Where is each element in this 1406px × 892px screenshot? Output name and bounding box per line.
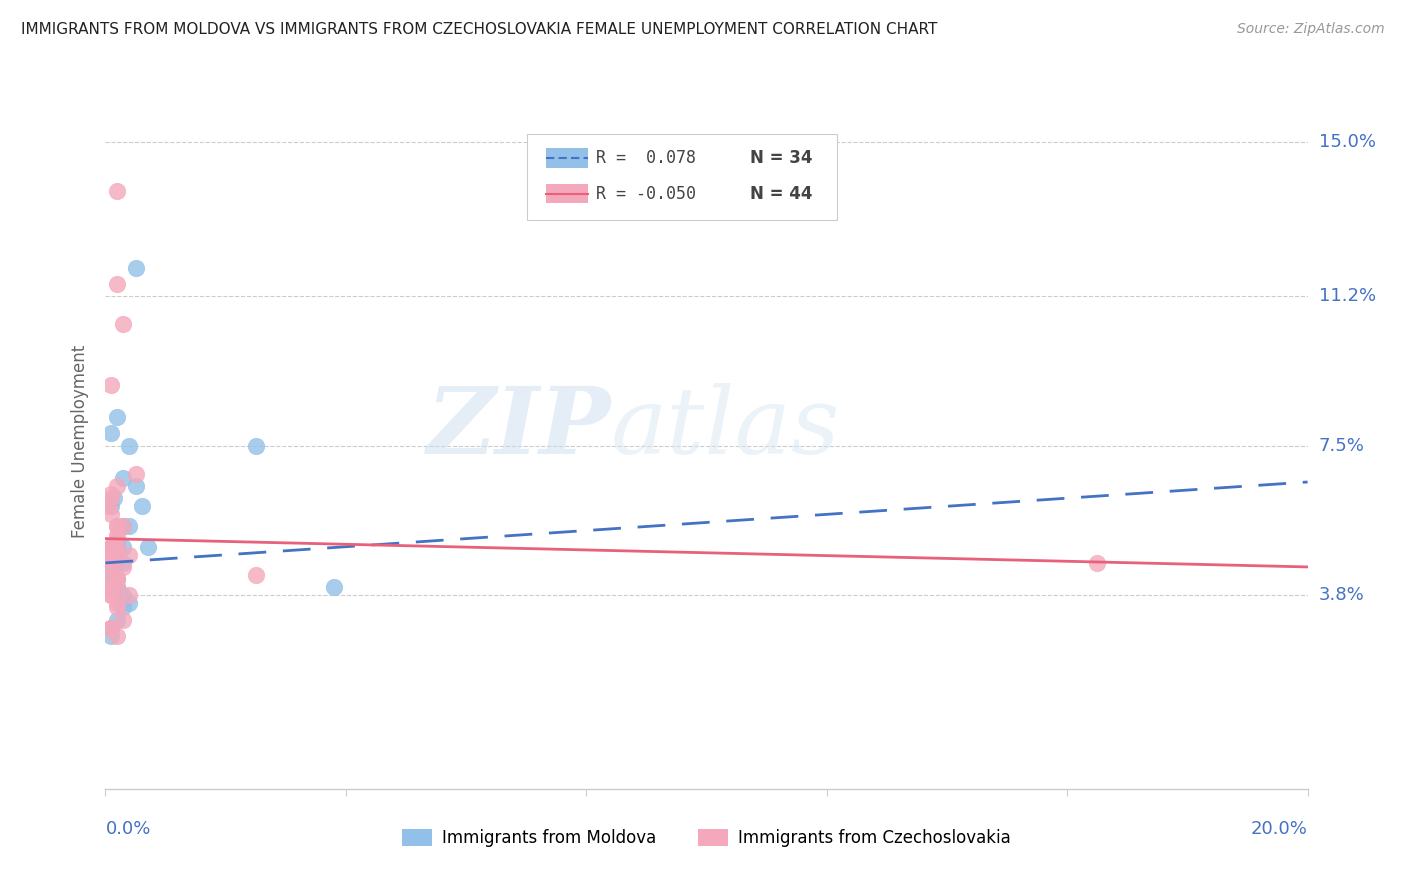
Point xyxy=(100,629,122,643)
Point xyxy=(100,540,122,554)
Point xyxy=(124,260,146,275)
Point xyxy=(107,535,129,549)
Point xyxy=(100,552,122,566)
Point xyxy=(112,519,135,533)
Point xyxy=(97,543,120,558)
Point xyxy=(103,491,125,505)
Point xyxy=(100,580,122,594)
Point xyxy=(107,277,129,291)
Point xyxy=(107,548,129,562)
Text: 20.0%: 20.0% xyxy=(1251,820,1308,838)
Point xyxy=(112,588,135,602)
Point xyxy=(124,467,146,481)
Point xyxy=(100,621,122,635)
Point xyxy=(107,479,129,493)
Point xyxy=(107,572,129,586)
Point xyxy=(107,556,129,570)
Point xyxy=(118,548,141,562)
Point xyxy=(100,548,122,562)
Point xyxy=(112,519,135,533)
Point xyxy=(107,596,129,610)
Point xyxy=(100,491,122,505)
Point xyxy=(100,621,122,635)
Point xyxy=(97,500,120,514)
Point xyxy=(100,621,122,635)
Point xyxy=(107,532,129,546)
Point xyxy=(322,580,344,594)
Point xyxy=(107,572,129,586)
Point xyxy=(118,596,141,610)
Point xyxy=(112,471,135,485)
Point xyxy=(100,556,122,570)
Text: 0.0%: 0.0% xyxy=(105,820,150,838)
Text: ZIP: ZIP xyxy=(426,383,610,473)
Point xyxy=(112,613,135,627)
Text: R = -0.050: R = -0.050 xyxy=(596,185,696,202)
Point xyxy=(100,564,122,578)
Point xyxy=(100,548,122,562)
Text: N = 34: N = 34 xyxy=(751,149,813,167)
Point xyxy=(100,500,122,514)
Point xyxy=(107,580,129,594)
Point xyxy=(107,527,129,541)
Y-axis label: Female Unemployment: Female Unemployment xyxy=(72,345,90,538)
Text: Source: ZipAtlas.com: Source: ZipAtlas.com xyxy=(1237,22,1385,37)
Point xyxy=(136,540,159,554)
Point xyxy=(100,540,122,554)
Point xyxy=(245,568,267,582)
Point xyxy=(100,487,122,501)
Point xyxy=(107,519,129,533)
Legend: Immigrants from Moldova, Immigrants from Czechoslovakia: Immigrants from Moldova, Immigrants from… xyxy=(395,822,1018,855)
Point xyxy=(107,580,129,594)
Point xyxy=(107,613,129,627)
Point xyxy=(112,317,135,331)
Point xyxy=(118,519,141,533)
Point xyxy=(107,410,129,425)
Point xyxy=(118,439,141,453)
Point xyxy=(100,378,122,392)
Text: atlas: atlas xyxy=(610,383,839,473)
Point xyxy=(107,600,129,615)
Text: 3.8%: 3.8% xyxy=(1319,586,1364,604)
Point xyxy=(112,560,135,574)
Point xyxy=(100,588,122,602)
Text: N = 44: N = 44 xyxy=(751,185,813,202)
Point xyxy=(100,540,122,554)
Point xyxy=(112,592,135,607)
Point xyxy=(131,500,153,514)
Point xyxy=(124,479,146,493)
Point xyxy=(107,184,129,198)
Point xyxy=(100,548,122,562)
Point xyxy=(100,588,122,602)
Point xyxy=(100,426,122,441)
Point xyxy=(100,548,122,562)
Point xyxy=(112,600,135,615)
Point xyxy=(107,540,129,554)
Point xyxy=(107,572,129,586)
Point xyxy=(100,572,122,586)
Point xyxy=(107,540,129,554)
Point xyxy=(118,588,141,602)
Text: 7.5%: 7.5% xyxy=(1319,436,1365,455)
Point xyxy=(245,439,267,453)
Text: 11.2%: 11.2% xyxy=(1319,287,1376,305)
Point xyxy=(100,580,122,594)
Point xyxy=(112,556,135,570)
Point xyxy=(112,540,135,554)
Text: 15.0%: 15.0% xyxy=(1319,133,1375,152)
Point xyxy=(100,568,122,582)
Text: IMMIGRANTS FROM MOLDOVA VS IMMIGRANTS FROM CZECHOSLOVAKIA FEMALE UNEMPLOYMENT CO: IMMIGRANTS FROM MOLDOVA VS IMMIGRANTS FR… xyxy=(21,22,938,37)
Point xyxy=(107,519,129,533)
Text: R =  0.078: R = 0.078 xyxy=(596,149,696,167)
Point xyxy=(1085,556,1108,570)
Point xyxy=(100,508,122,522)
Point xyxy=(107,629,129,643)
Point xyxy=(100,548,122,562)
Point xyxy=(100,560,122,574)
